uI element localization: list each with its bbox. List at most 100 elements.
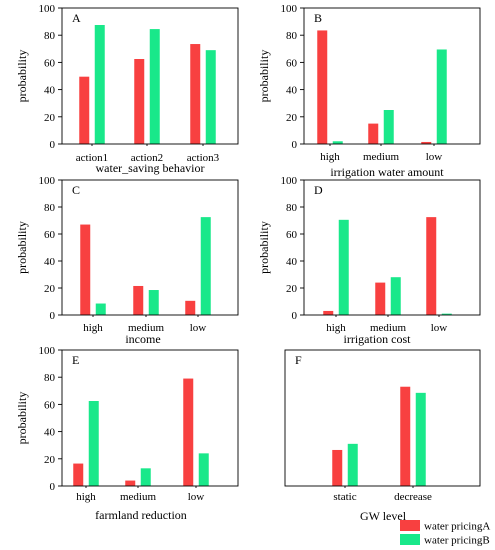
y-tick-label: 100 <box>39 3 56 15</box>
bar-e-a-low <box>183 378 194 486</box>
panel-d: high medium low 0 20 40 60 80 100 probability irri… <box>257 175 481 346</box>
bar-b-b-medium <box>383 110 394 144</box>
x-tick-label: low <box>426 151 443 163</box>
plot-frame <box>303 7 481 145</box>
y-axis-label: probability <box>15 50 29 103</box>
legend-label-a: water pricingA <box>424 521 490 533</box>
y-axis-label: probability <box>15 392 29 445</box>
y-axis-label: probability <box>257 50 271 103</box>
x-tick-label: action1 <box>76 152 108 164</box>
bar-a-a-action1 <box>79 76 90 144</box>
bar-c-b-low <box>200 217 211 315</box>
y-tick-label: 40 <box>44 256 56 268</box>
y-axis-label: probability <box>257 221 271 274</box>
panel-label: D <box>314 183 323 197</box>
bar-e-a-medium <box>125 480 136 486</box>
panel-label: B <box>314 11 322 25</box>
y-tick-label: 20 <box>44 454 56 466</box>
panel-b: high medium low 0 20 40 60 80 100 probability irri… <box>257 3 481 179</box>
plot-frame <box>303 179 481 316</box>
y-tick-label: 100 <box>39 175 56 187</box>
y-tick-label: 20 <box>286 112 298 124</box>
legend: water pricingA water pricingB <box>400 520 490 547</box>
panel-f: static decrease GW level F <box>284 349 481 523</box>
x-tick-label: low <box>431 322 448 334</box>
bar-a-b-action1 <box>94 25 105 144</box>
legend-label-b: water pricingB <box>424 535 490 547</box>
plot-frame <box>284 349 481 487</box>
y-tick-label: 40 <box>286 256 298 268</box>
bar-f-a-static <box>332 449 343 486</box>
bar-a-b-action3 <box>205 50 216 144</box>
bar-d-b-high <box>338 219 349 315</box>
legend-swatch-b <box>400 534 420 545</box>
y-tick-label: 0 <box>50 310 56 322</box>
panel-label: C <box>72 183 80 197</box>
bar-e-b-medium <box>140 468 151 486</box>
y-tick-label: 100 <box>281 175 298 187</box>
panel-a: action1 action2 action3 0 20 40 60 80 100 probabi… <box>15 3 239 175</box>
x-axis-label: GW level <box>360 509 407 523</box>
panel-label: A <box>72 11 81 25</box>
y-tick-label: 60 <box>44 229 56 241</box>
bar-e-b-low <box>198 453 209 486</box>
x-tick-label: high <box>76 491 96 503</box>
x-tick-label: high <box>326 322 346 334</box>
x-tick-label: action3 <box>187 152 220 164</box>
bar-b-b-low <box>436 49 447 145</box>
x-axis-label: irrigation cost <box>344 332 412 346</box>
legend-swatch-a <box>400 520 420 531</box>
panel-label: E <box>72 353 79 367</box>
bar-c-a-low <box>185 300 196 315</box>
bar-e-a-high <box>73 463 84 486</box>
x-tick-label: medium <box>120 491 156 503</box>
y-axis-label: probability <box>15 221 29 274</box>
y-tick-label: 100 <box>39 345 56 357</box>
x-axis-label: income <box>125 332 160 346</box>
x-tick-label: static <box>333 491 356 503</box>
panel-c: high medium low 0 20 40 60 80 100 probability inco… <box>15 175 239 346</box>
y-tick-label: 80 <box>44 30 56 42</box>
y-tick-label: 0 <box>292 310 298 322</box>
bar-f-b-static <box>347 443 358 486</box>
bar-b-a-high <box>317 30 328 144</box>
bar-c-b-high <box>95 303 106 315</box>
panel-label: F <box>295 353 302 367</box>
y-tick-label: 100 <box>281 3 298 15</box>
y-tick-label: 80 <box>44 372 56 384</box>
y-tick-label: 20 <box>44 112 56 124</box>
y-tick-label: 0 <box>50 139 56 151</box>
y-tick-label: 60 <box>44 57 56 69</box>
y-tick-label: 20 <box>286 283 298 295</box>
plot-frame <box>61 179 239 316</box>
y-tick-label: 80 <box>44 202 56 214</box>
bar-b-a-low <box>421 141 432 144</box>
y-tick-label: 60 <box>286 229 298 241</box>
x-tick-label: medium <box>128 322 164 334</box>
x-axis-label: water_saving behavior <box>96 161 205 175</box>
bar-f-b-decrease <box>415 392 426 486</box>
x-axis-label: irrigation water amount <box>330 165 444 179</box>
y-tick-label: 40 <box>286 85 298 97</box>
y-tick-label: 0 <box>292 139 298 151</box>
bar-d-a-low <box>426 217 437 315</box>
y-tick-label: 80 <box>286 202 298 214</box>
x-tick-label: action2 <box>131 152 163 164</box>
y-tick-label: 60 <box>286 57 298 69</box>
y-tick-label: 60 <box>44 399 56 411</box>
bar-a-a-action2 <box>134 59 145 144</box>
bar-d-a-high <box>323 310 334 315</box>
bar-c-a-medium <box>133 285 144 315</box>
panel-e: high medium low 0 20 40 60 80 100 probability farm… <box>15 345 239 522</box>
bar-e-b-high <box>88 401 99 486</box>
bar-d-a-medium <box>375 282 386 315</box>
x-tick-label: medium <box>363 151 399 163</box>
bar-d-b-low <box>441 313 452 315</box>
plot-frame <box>61 7 239 145</box>
bar-b-a-medium <box>368 123 379 144</box>
bar-f-a-decrease <box>400 386 411 486</box>
bar-c-a-high <box>80 224 91 315</box>
x-tick-label: high <box>320 151 340 163</box>
x-tick-label: high <box>83 322 103 334</box>
plot-frame <box>61 349 239 487</box>
